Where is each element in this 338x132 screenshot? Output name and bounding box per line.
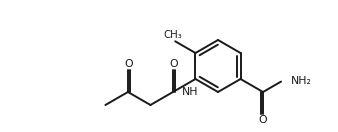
Text: O: O xyxy=(125,59,133,69)
Text: CH₃: CH₃ xyxy=(164,30,183,40)
Text: O: O xyxy=(170,59,178,69)
Text: NH₂: NH₂ xyxy=(291,76,312,86)
Text: NH: NH xyxy=(182,87,199,97)
Text: O: O xyxy=(259,115,267,125)
